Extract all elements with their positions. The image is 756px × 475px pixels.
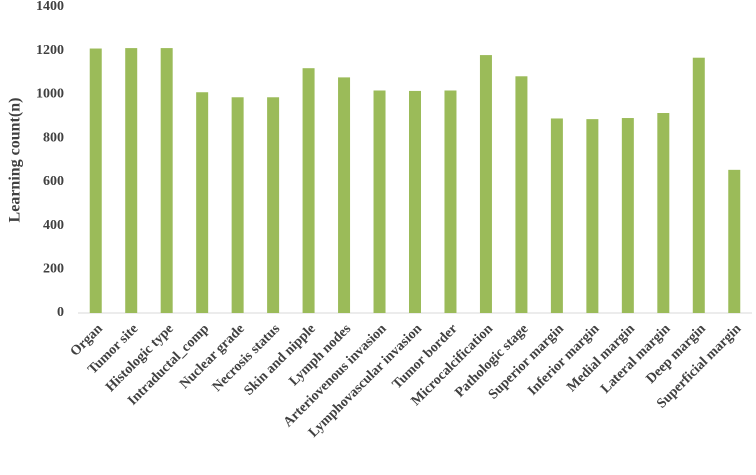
y-tick-label: 200 xyxy=(43,262,64,277)
bar xyxy=(267,97,280,314)
bar xyxy=(373,90,386,313)
bar xyxy=(338,77,351,313)
bar xyxy=(409,90,421,313)
bar xyxy=(160,48,173,313)
y-tick-label: 400 xyxy=(43,218,64,233)
y-axis-label: Learning count(n) xyxy=(7,98,24,223)
bar xyxy=(479,55,492,313)
bar xyxy=(657,113,670,313)
bar xyxy=(728,169,741,313)
bar xyxy=(515,76,528,313)
bar xyxy=(444,90,457,313)
bar xyxy=(125,48,138,313)
y-tick-label: 0 xyxy=(57,305,64,320)
bar xyxy=(586,119,599,314)
y-tick-label: 800 xyxy=(43,130,64,145)
bar xyxy=(621,118,634,313)
y-tick-label: 1000 xyxy=(36,87,64,102)
bar xyxy=(196,92,209,313)
y-tick-label: 1200 xyxy=(36,43,64,58)
bar xyxy=(231,97,244,314)
bar xyxy=(302,68,315,313)
bar xyxy=(550,118,563,313)
bar xyxy=(89,48,102,314)
bar xyxy=(692,57,705,313)
y-tick-label: 600 xyxy=(43,174,64,189)
y-tick-label: 1400 xyxy=(36,0,64,14)
